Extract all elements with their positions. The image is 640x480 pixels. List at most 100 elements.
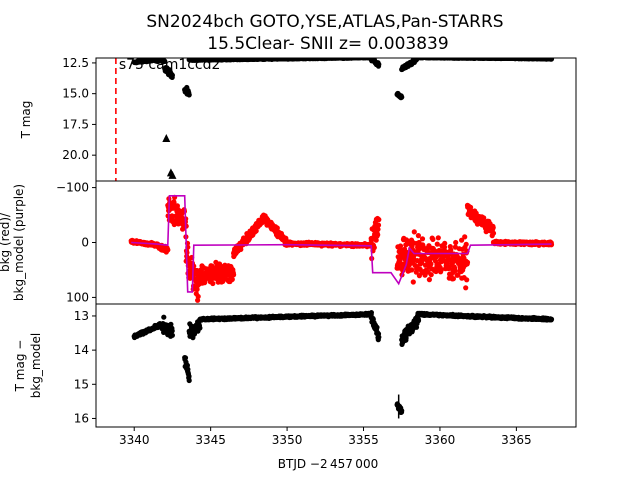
mid-point — [371, 245, 377, 251]
bot-point — [168, 321, 174, 327]
mid-point — [165, 247, 171, 253]
mid-point — [375, 232, 381, 238]
mid-point — [430, 236, 436, 242]
figure-title-line2: 15.5Clear- SNII z= 0.003839 — [207, 34, 448, 54]
top-point — [399, 94, 405, 100]
mid-point — [426, 277, 432, 283]
bot-point — [368, 310, 374, 316]
mid-point — [462, 234, 468, 240]
bkg-model-line — [131, 195, 552, 293]
mid-point — [253, 228, 259, 234]
bot-point — [548, 316, 555, 322]
xtick-label: 3365 — [501, 433, 532, 447]
xtick-label: 3345 — [195, 433, 226, 447]
bot-point — [182, 355, 189, 361]
mid-point — [375, 222, 382, 228]
mid-point — [419, 236, 426, 242]
mid-point — [411, 229, 417, 235]
bot-frame — [95, 303, 577, 428]
mid-point — [373, 237, 379, 243]
top-ytick-label: 17.5 — [62, 117, 89, 131]
bot-point — [161, 314, 167, 320]
mid-point — [409, 267, 415, 273]
mid-point — [442, 240, 448, 246]
mid-point — [463, 241, 469, 247]
bot-point — [415, 318, 422, 324]
mid-point — [403, 242, 409, 248]
mid-point — [455, 272, 461, 278]
bot-ytick-label: 16 — [74, 411, 89, 425]
mid-point — [229, 276, 235, 282]
upper-limit-marker — [162, 133, 171, 142]
bottom-panel-corrected-magnitude: 13 14 15 16 T mag − bkg_model 3340 3345 3350 3355… — [13, 303, 577, 447]
xtick-label: 3340 — [119, 433, 150, 447]
bot-ytick-label: 15 — [74, 377, 89, 391]
mid-point — [452, 268, 458, 274]
top-ytick-label: 15.0 — [62, 87, 89, 101]
mid-ylabel-line1: bkg (red)/ — [0, 212, 12, 272]
bot-point — [374, 324, 380, 330]
mid-point — [464, 277, 470, 283]
mid-point — [238, 246, 244, 252]
bot-ylabel-line2: bkg_model — [29, 333, 43, 399]
top-points — [131, 58, 555, 101]
mid-point — [453, 239, 459, 246]
mid-point — [452, 244, 458, 250]
mid-point — [481, 215, 487, 221]
top-panel-magnitude: s75 cam1ccd2 12.5 15.0 17.5 20.0 T mag — [19, 56, 577, 182]
top-ytick-label: 20.0 — [62, 148, 89, 162]
mid-point — [410, 279, 416, 285]
xtick-label: 3355 — [348, 433, 379, 447]
mid-point — [231, 272, 237, 278]
top-ytick-label: 12.5 — [62, 56, 89, 70]
top-ylabel: T mag — [19, 101, 33, 140]
bot-point — [376, 334, 382, 340]
xtick-label: 3360 — [425, 433, 456, 447]
middle-panel-background: −100 0 100 bkg (red)/bkg_model (purple) — [0, 180, 577, 305]
bot-point — [186, 377, 192, 384]
mid-ytick-label: 100 — [66, 290, 89, 304]
mid-point — [438, 267, 444, 273]
bot-point — [186, 373, 192, 379]
mid-ytick-label: 0 — [81, 236, 89, 250]
mid-point — [195, 293, 201, 300]
mid-point — [375, 226, 381, 232]
bot-ytick-label: 13 — [74, 309, 89, 323]
mid-point — [490, 225, 496, 231]
bot-point — [399, 408, 405, 414]
bot-ytick-label: 14 — [74, 343, 89, 357]
mid-point — [376, 217, 382, 223]
mid-point — [435, 235, 441, 241]
mid-point — [428, 261, 434, 267]
mid-point — [274, 225, 280, 231]
mid-point — [490, 230, 497, 236]
top-point — [162, 58, 168, 64]
bot-ylabel-line1: T mag − — [13, 340, 27, 393]
bot-point — [184, 362, 190, 368]
mid-point — [441, 244, 448, 250]
upper-limit-marker — [168, 170, 177, 179]
top-point — [186, 92, 192, 98]
figure-title-line1: SN2024bch GOTO,YSE,ATLAS,Pan-STARRS — [146, 12, 503, 32]
mid-point — [463, 285, 469, 291]
bot-point — [197, 325, 203, 331]
mid-point — [459, 237, 465, 243]
mid-point — [450, 276, 456, 282]
mid-point — [210, 280, 216, 287]
bot-point — [169, 328, 175, 334]
mid-point — [415, 233, 421, 239]
bot-point — [169, 332, 175, 338]
top-point — [548, 58, 555, 62]
top-point — [169, 72, 175, 78]
mid-ytick-label: −100 — [56, 181, 89, 195]
bot-points — [131, 310, 555, 415]
top-point — [376, 61, 382, 67]
mid-point — [468, 204, 474, 210]
mid-point — [428, 272, 434, 278]
mid-point — [464, 259, 471, 265]
mid-ylabel-line2: bkg_model (purple) — [12, 184, 26, 301]
mid-point — [434, 241, 440, 247]
sector-annotation: s75 cam1ccd2 — [119, 57, 221, 73]
xtick-label: 3350 — [272, 433, 303, 447]
